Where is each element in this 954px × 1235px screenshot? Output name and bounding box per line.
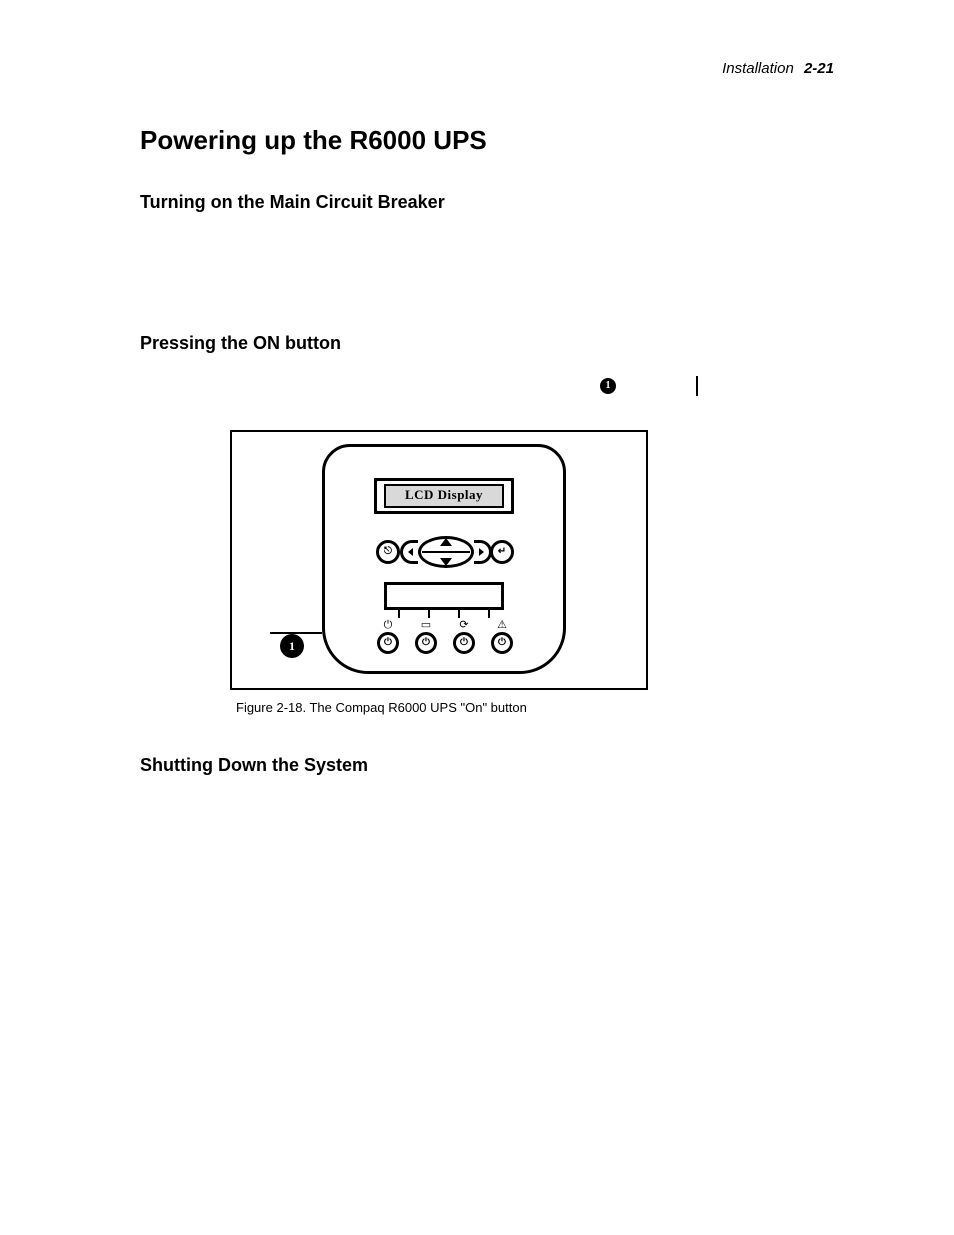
subheading-shutdown: Shutting Down the System bbox=[140, 755, 834, 776]
standby-button-glyph: ⏻ bbox=[422, 638, 430, 648]
document-page: Installation 2-21 Powering up the R6000 … bbox=[0, 0, 954, 1235]
alarm-button-glyph: ⏻ bbox=[498, 638, 506, 648]
callout-divider bbox=[696, 376, 698, 396]
subheading-on-button: Pressing the ON button bbox=[140, 333, 834, 354]
lcd-frame: LCD Display bbox=[374, 478, 514, 514]
escape-button[interactable]: ⎋ bbox=[376, 540, 400, 564]
header-section: Installation bbox=[722, 60, 794, 77]
nav-button-row: ⎋ ↵ bbox=[322, 532, 566, 572]
dpad-divider bbox=[422, 551, 470, 553]
running-header: Installation 2-21 bbox=[140, 60, 834, 77]
alarm-icon: ⚠ bbox=[488, 620, 516, 632]
on-button-glyph: ⏻ bbox=[384, 638, 392, 648]
figure-caption: Figure 2-18. The Compaq R6000 UPS "On" b… bbox=[236, 700, 648, 715]
arrow-up-icon bbox=[440, 538, 452, 546]
arrow-right-icon bbox=[479, 548, 484, 556]
ups-front-panel-figure: 1 LCD Display ⎋ bbox=[230, 430, 648, 690]
dpad-left-button[interactable] bbox=[400, 540, 418, 564]
enter-icon: ↵ bbox=[498, 547, 506, 557]
status-indicator-box bbox=[384, 582, 504, 610]
test-reset-button[interactable]: ⏻ bbox=[453, 632, 475, 654]
header-page-number: 2-21 bbox=[804, 60, 834, 77]
standby-button-stack: ▭ ⏻ bbox=[412, 620, 440, 654]
subheading-circuit-breaker: Turning on the Main Circuit Breaker bbox=[140, 192, 834, 213]
on-button[interactable]: ⏻ bbox=[377, 632, 399, 654]
status-ticks bbox=[384, 610, 504, 618]
arrow-left-icon bbox=[408, 548, 413, 556]
alarm-silence-button[interactable]: ⏻ bbox=[491, 632, 513, 654]
leader-label-icon: 1 bbox=[280, 634, 304, 658]
test-button-stack: ⟳ ⏻ bbox=[450, 620, 478, 654]
callout-row: 1 bbox=[140, 378, 834, 406]
test-icon: ⟳ bbox=[450, 620, 478, 632]
arrow-down-icon bbox=[440, 558, 452, 566]
control-panel: LCD Display ⎋ ↵ bbox=[322, 444, 566, 674]
test-button-glyph: ⏻ bbox=[460, 638, 468, 648]
lcd-display: LCD Display bbox=[384, 484, 504, 508]
escape-icon: ⎋ bbox=[384, 547, 392, 557]
on-button-stack: ⏻ ⏻ bbox=[374, 620, 402, 654]
power-icon: ⏻ bbox=[374, 620, 402, 632]
alarm-button-stack: ⚠ ⏻ bbox=[488, 620, 516, 654]
page-title: Powering up the R6000 UPS bbox=[140, 125, 834, 156]
enter-button[interactable]: ↵ bbox=[490, 540, 514, 564]
callout-number-icon: 1 bbox=[600, 378, 616, 394]
standby-icon: ▭ bbox=[412, 620, 440, 632]
direction-pad[interactable] bbox=[418, 532, 474, 572]
standby-button[interactable]: ⏻ bbox=[415, 632, 437, 654]
bottom-button-row: ⏻ ⏻ ▭ ⏻ ⟳ ⏻ bbox=[322, 620, 566, 660]
figure-container: 1 LCD Display ⎋ bbox=[230, 430, 648, 715]
